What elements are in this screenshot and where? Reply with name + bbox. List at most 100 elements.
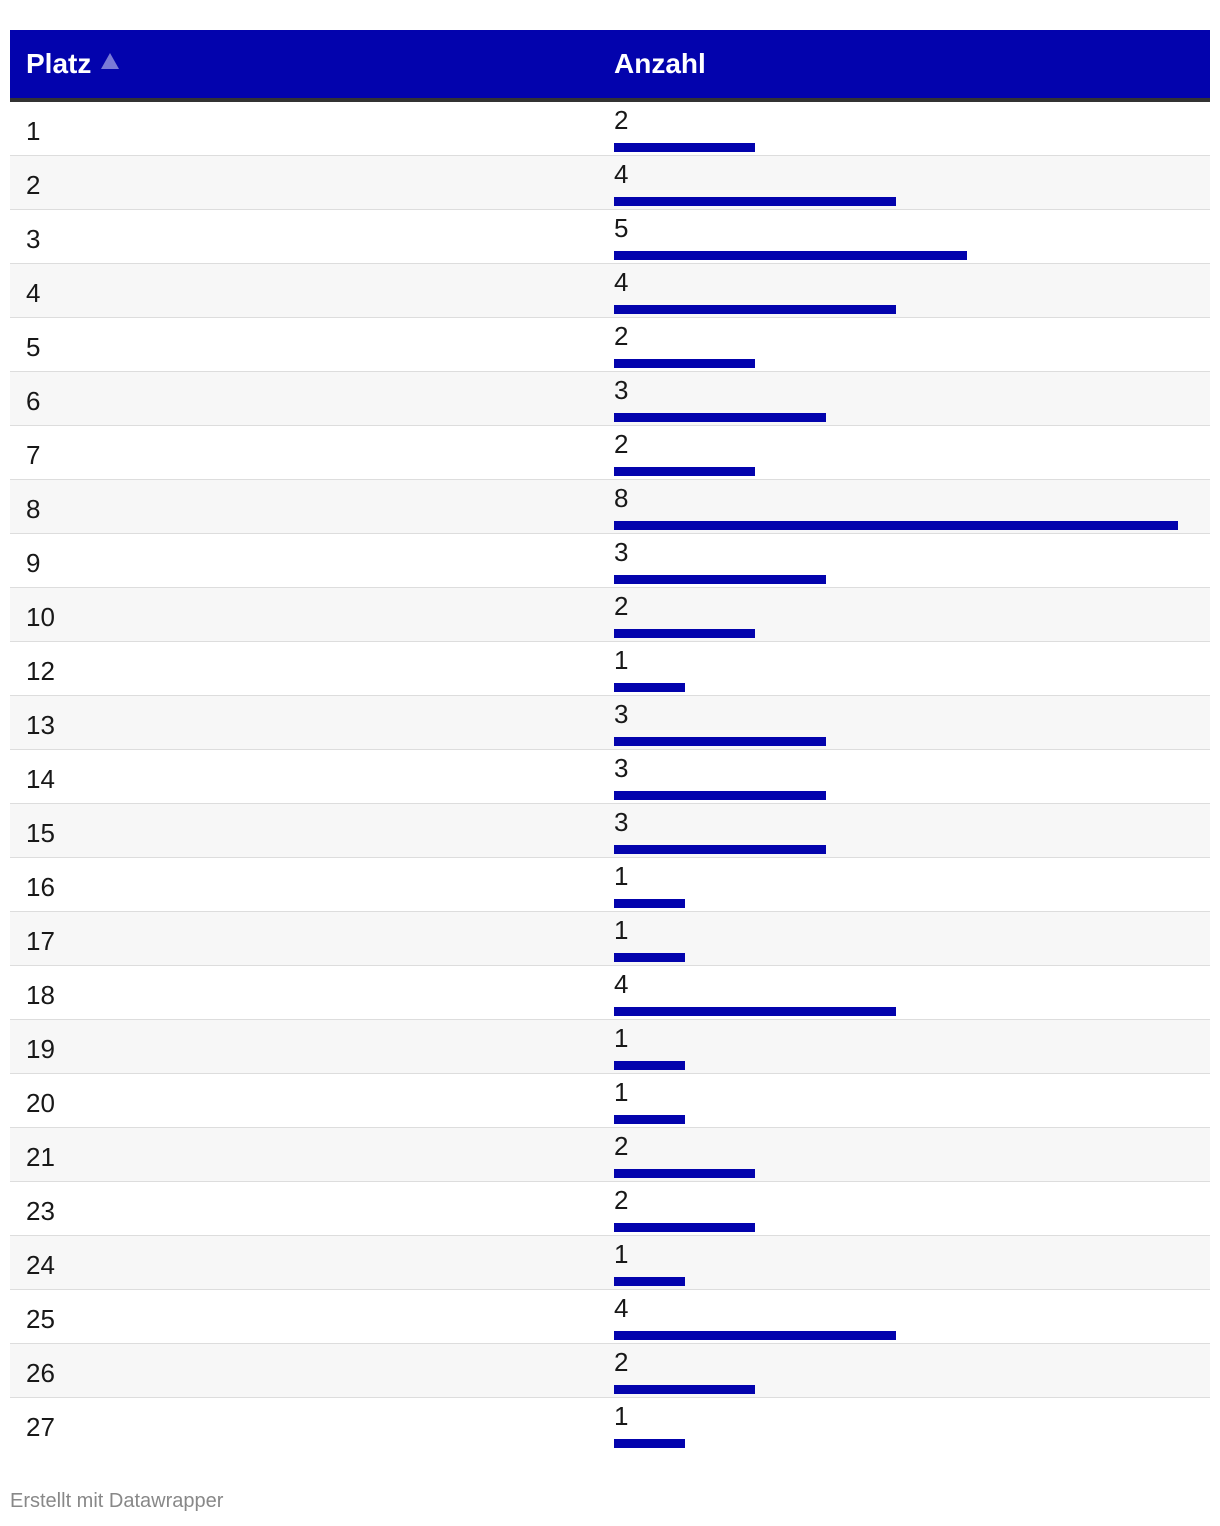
anzahl-cell: 3 [614, 699, 629, 729]
anzahl-bar [614, 953, 685, 962]
anzahl-cell: 8 [614, 483, 629, 513]
anzahl-cell: 2 [614, 1131, 629, 1161]
anzahl-bar [614, 899, 685, 908]
anzahl-bar [614, 143, 755, 152]
table-header: Platz Anzahl [10, 30, 1210, 102]
platz-cell: 26 [26, 1358, 55, 1388]
anzahl-cell: 2 [614, 429, 629, 459]
table-row: 19 1 [10, 1020, 1210, 1074]
anzahl-bar [614, 251, 967, 260]
anzahl-bar [614, 737, 826, 746]
table-row: 21 2 [10, 1128, 1210, 1182]
platz-cell: 14 [26, 764, 55, 794]
anzahl-cell: 1 [614, 1401, 629, 1431]
anzahl-cell: 1 [614, 1023, 629, 1053]
platz-cell: 6 [26, 386, 41, 416]
anzahl-cell: 3 [614, 537, 629, 567]
column-header-anzahl-label: Anzahl [614, 48, 706, 79]
anzahl-cell: 3 [614, 753, 629, 783]
platz-cell: 7 [26, 440, 41, 470]
anzahl-bar [614, 1439, 685, 1448]
anzahl-bar [614, 683, 685, 692]
platz-cell: 9 [26, 548, 41, 578]
platz-cell: 23 [26, 1196, 55, 1226]
anzahl-bar [614, 359, 755, 368]
anzahl-cell: 4 [614, 969, 629, 999]
anzahl-cell: 4 [614, 159, 629, 189]
platz-cell: 24 [26, 1250, 55, 1280]
table-row: 20 1 [10, 1074, 1210, 1128]
anzahl-bar [614, 629, 755, 638]
anzahl-bar [614, 1223, 755, 1232]
platz-cell: 10 [26, 602, 55, 632]
platz-cell: 12 [26, 656, 55, 686]
anzahl-cell: 3 [614, 375, 629, 405]
platz-cell: 21 [26, 1142, 55, 1172]
anzahl-cell: 4 [614, 267, 629, 297]
anzahl-cell: 2 [614, 1185, 629, 1215]
anzahl-cell: 1 [614, 861, 629, 891]
column-header-platz[interactable]: Platz [26, 30, 120, 98]
table-body: 1 2 2 4 3 5 4 4 5 2 6 3 7 2 8 8 9 3 10 2 12 1 13 3 14 3 15 3 16 1 17 1 1… [10, 102, 1210, 1451]
platz-cell: 8 [26, 494, 41, 524]
platz-cell: 3 [26, 224, 41, 254]
table-row: 24 1 [10, 1236, 1210, 1290]
anzahl-cell: 5 [614, 213, 629, 243]
platz-cell: 25 [26, 1304, 55, 1334]
table-row: 15 3 [10, 804, 1210, 858]
platz-cell: 5 [26, 332, 41, 362]
anzahl-bar [614, 413, 826, 422]
platz-cell: 18 [26, 980, 55, 1010]
anzahl-bar [614, 1061, 685, 1070]
platz-cell: 13 [26, 710, 55, 740]
anzahl-bar [614, 467, 755, 476]
anzahl-cell: 1 [614, 1077, 629, 1107]
platz-cell: 1 [26, 116, 41, 146]
table-row: 17 1 [10, 912, 1210, 966]
anzahl-cell: 3 [614, 807, 629, 837]
platz-cell: 16 [26, 872, 55, 902]
table-row: 13 3 [10, 696, 1210, 750]
table-row: 16 1 [10, 858, 1210, 912]
anzahl-cell: 1 [614, 915, 629, 945]
anzahl-cell: 1 [614, 1239, 629, 1269]
anzahl-bar [614, 1277, 685, 1286]
anzahl-bar [614, 791, 826, 800]
footer-credit[interactable]: Erstellt mit Datawrapper [10, 1490, 224, 1512]
anzahl-cell: 4 [614, 1293, 629, 1323]
anzahl-bar [614, 305, 896, 314]
platz-cell: 15 [26, 818, 55, 848]
platz-cell: 19 [26, 1034, 55, 1064]
table-row: 26 2 [10, 1344, 1210, 1398]
table-row: 18 4 [10, 966, 1210, 1020]
anzahl-cell: 2 [614, 105, 629, 135]
platz-cell: 4 [26, 278, 41, 308]
anzahl-cell: 1 [614, 645, 629, 675]
platz-cell: 27 [26, 1412, 55, 1442]
column-header-anzahl[interactable]: Anzahl [614, 30, 706, 98]
table-row: 14 3 [10, 750, 1210, 804]
anzahl-cell: 2 [614, 1347, 629, 1377]
platz-cell: 2 [26, 170, 41, 200]
data-table: Platz Anzahl 1 2 2 4 3 5 4 4 5 2 6 3 7 2 8 8 9 3 10 2 12 1 13 3… [10, 30, 1210, 1451]
anzahl-bar [614, 575, 826, 584]
table-row: 23 2 [10, 1182, 1210, 1236]
anzahl-cell: 2 [614, 591, 629, 621]
table-row: 27 1 [10, 1398, 1210, 1451]
anzahl-bar [614, 521, 1178, 530]
anzahl-cell: 2 [614, 321, 629, 351]
anzahl-bar [614, 845, 826, 854]
platz-cell: 20 [26, 1088, 55, 1118]
table-row: 25 4 [10, 1290, 1210, 1344]
column-header-platz-label: Platz [26, 48, 92, 79]
sort-ascending-icon[interactable] [101, 53, 120, 69]
